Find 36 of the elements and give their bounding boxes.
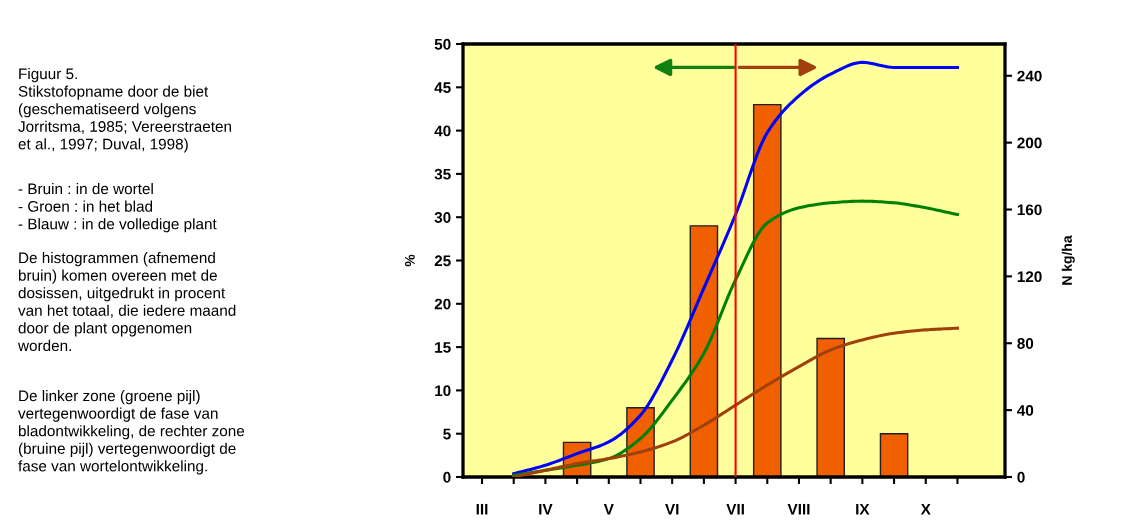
y2-tick-label: 80: [1017, 338, 1034, 349]
y-tick-label: 25: [434, 255, 451, 267]
y-tick-label: 50: [434, 38, 451, 50]
y2-tick-label: 160: [1017, 204, 1042, 216]
y-axis-title: %: [404, 254, 415, 267]
y-tick-label: 5: [443, 428, 451, 440]
bar: [752, 103, 782, 477]
y2-tick-label: 200: [1017, 137, 1042, 149]
x-tick-label: VII: [726, 503, 744, 515]
y-tick-label: 0: [443, 471, 451, 483]
y2-tick-label: 240: [1017, 70, 1042, 82]
text: De histogrammen (afnemend bruin) komen overeen met de dosissen, uitgedrukt in procent van het totaal, die iedere maand door de plant opgenomen worden.: [17, 252, 236, 352]
x-tick-label: IV: [539, 503, 553, 515]
y-tick-label: 45: [434, 82, 451, 93]
x-tick-label: X: [920, 503, 931, 515]
x-tick-label: III: [476, 503, 488, 515]
text: De linker zone (groene pijl) vertegenwoordigt de fase van bladontwikkeling, de rechter zone (bruine pijl) vertegenwoordigt de fase van wortelontwikkeling.: [18, 390, 245, 475]
y2-axis-title: N kg/ha: [1061, 235, 1075, 285]
x-tick-label: V: [603, 503, 614, 515]
y2-tick-label: 0: [1017, 471, 1025, 483]
text: - Bruin : in de wortel - Groen : in het blad - Blauw : in de volledige plant: [18, 183, 217, 233]
y-tick-label: 20: [434, 298, 451, 310]
y-tick-label: 10: [435, 385, 451, 397]
x-tick-label: VI: [665, 503, 679, 515]
y-tick-label: 15: [435, 342, 451, 353]
y-tick-label: 35: [434, 168, 451, 180]
bar: [816, 337, 845, 477]
bar: [879, 433, 909, 477]
y2-tick-label: 40: [1017, 405, 1034, 416]
text: Figuur 5. Stikstofopname door de biet (geschematiseerd volgens Jorritsma, 1985; Vereerstraeten et al., 1997; Duval, 1998): [18, 68, 231, 153]
bar: [689, 225, 719, 477]
y-tick-label: 30: [434, 212, 451, 223]
x-tick-label: VIII: [787, 503, 810, 515]
x-tick-label: IX: [856, 503, 870, 515]
y2-tick-label: 120: [1017, 271, 1042, 283]
y-tick-label: 40: [434, 125, 451, 137]
